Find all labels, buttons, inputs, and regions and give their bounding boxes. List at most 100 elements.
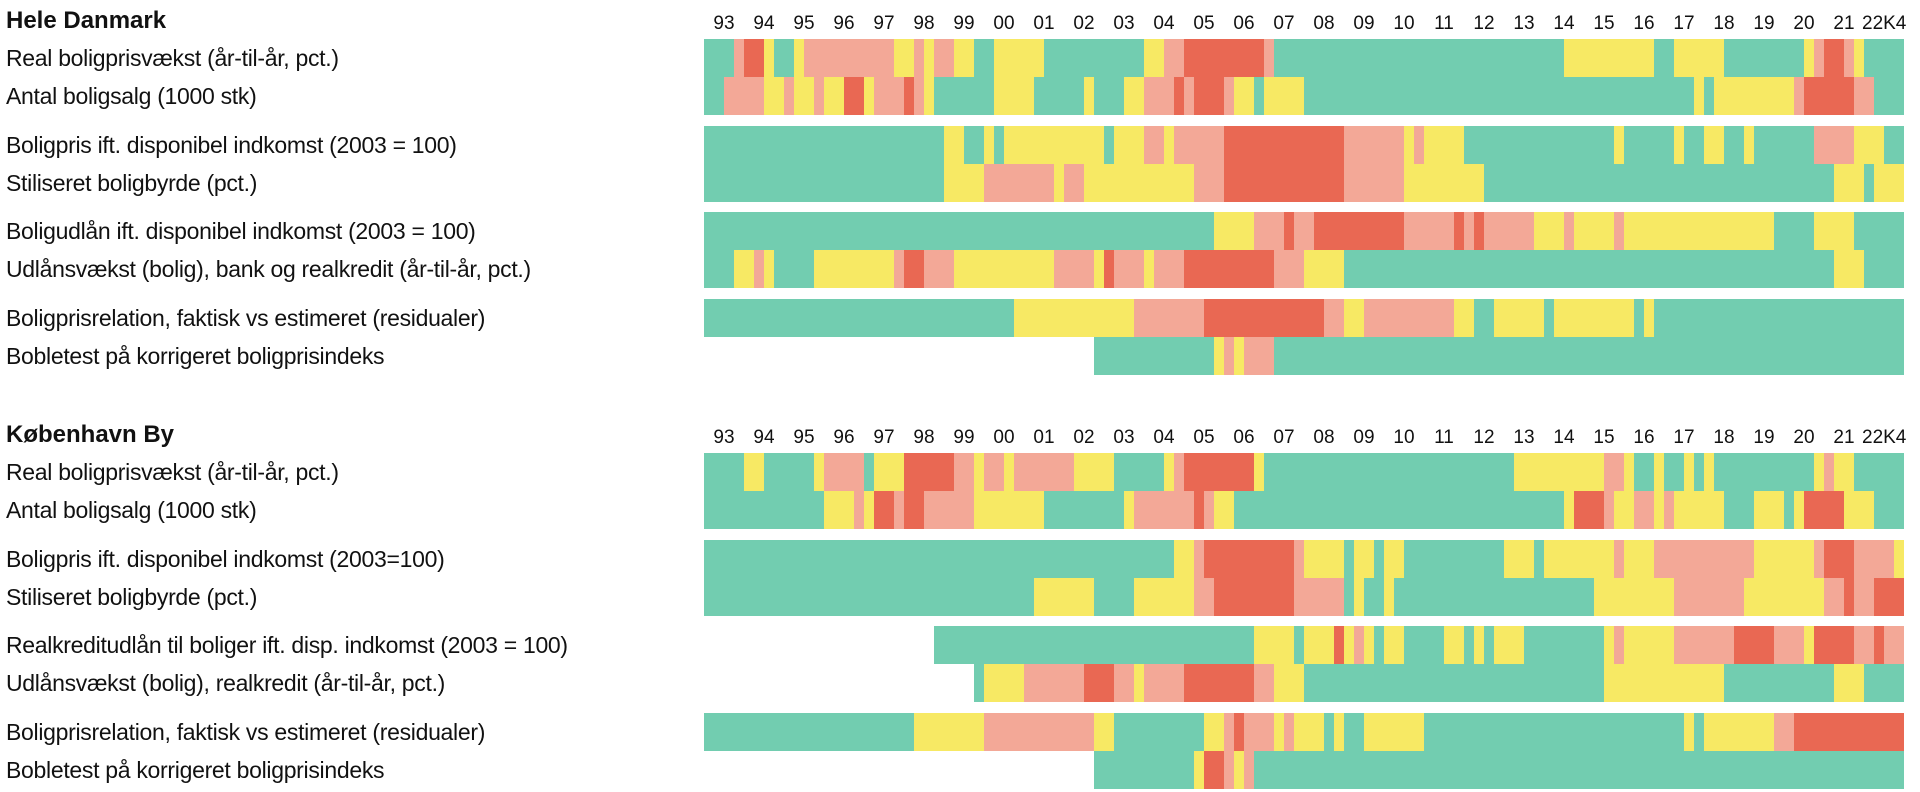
heatmap-cell	[744, 453, 764, 491]
heatmap-cell	[934, 39, 954, 77]
heatmap-cell	[704, 212, 1214, 250]
heatmap-cell	[1854, 39, 1864, 77]
heatmap-cell	[1304, 540, 1344, 578]
heatmap-cell	[1194, 491, 1204, 529]
heatmap-cell	[1624, 212, 1774, 250]
heatmap-cell	[1544, 299, 1554, 337]
heatmap-cell	[1084, 664, 1114, 702]
heatmap-cell	[1404, 212, 1454, 250]
heatmap-cell	[1094, 250, 1104, 288]
heatmap-cell	[774, 250, 814, 288]
heatmap-cell	[1654, 39, 1674, 77]
heatmap-cell	[1204, 713, 1224, 751]
heatmap-cell	[1634, 453, 1654, 491]
x-tick-label: 03	[1113, 427, 1135, 448]
heatmap-cell	[1274, 713, 1284, 751]
heatmap-cell	[1194, 751, 1204, 789]
heatmap-cell	[1724, 664, 1834, 702]
heatmap-cell	[1614, 126, 1624, 164]
heatmap-cell	[1704, 713, 1774, 751]
heatmap-cell	[1154, 250, 1184, 288]
x-tick-label: 12	[1473, 13, 1495, 34]
heatmap-cell	[914, 713, 984, 751]
x-tick-label: 98	[913, 427, 935, 448]
heatmap-cell	[1664, 491, 1674, 529]
x-tick-label: 01	[1033, 427, 1055, 448]
heatmap-cell	[784, 77, 794, 115]
x-tick-label: 12	[1473, 427, 1495, 448]
heatmap-cell	[934, 77, 994, 115]
heatmap-cell	[1774, 626, 1804, 664]
heatmap-cell	[1564, 39, 1654, 77]
heatmap-cell	[984, 126, 994, 164]
heatmap-cell	[1614, 626, 1624, 664]
heatmap-cell	[1794, 77, 1804, 115]
heatmap-cell	[1094, 77, 1124, 115]
heatmap-cell	[1674, 126, 1684, 164]
heatmap-cell	[894, 250, 904, 288]
heatmap-cell	[1114, 126, 1144, 164]
x-tick-label: 99	[953, 13, 975, 34]
heatmap-cell	[1304, 664, 1604, 702]
heatmap-cell	[1474, 626, 1484, 664]
heatmap-cell	[1004, 126, 1104, 164]
heatmap-cell	[1614, 491, 1634, 529]
heatmap-cell	[1134, 491, 1194, 529]
row-label: Bobletest på korrigeret boligprisindeks	[6, 757, 385, 783]
heatmap-cell	[824, 491, 854, 529]
heatmap-cell	[1834, 664, 1864, 702]
x-tick-label: 96	[833, 13, 855, 34]
heatmap-cell	[934, 626, 1254, 664]
heatmap-cell	[1384, 540, 1404, 578]
x-tick-label: 13	[1513, 13, 1535, 34]
heatmap-cell	[734, 250, 754, 288]
heatmap-cell	[864, 491, 874, 529]
heatmap-cell	[1114, 664, 1134, 702]
x-tick-label: 20	[1793, 427, 1815, 448]
heatmap-cell	[1814, 39, 1824, 77]
heatmap-cell	[1834, 250, 1864, 288]
heatmap-cell	[1684, 126, 1704, 164]
heatmap-cell	[1314, 212, 1404, 250]
heatmap-cell	[874, 453, 904, 491]
heatmap-cell	[1094, 751, 1194, 789]
heatmap-cell	[814, 77, 824, 115]
heatmap-cell	[1534, 540, 1544, 578]
heatmap-cell	[1014, 453, 1074, 491]
heatmap-cell	[1214, 578, 1294, 616]
heatmap-cell	[1654, 453, 1664, 491]
heatmap-cell	[1344, 713, 1364, 751]
heatmap-cell	[1114, 250, 1144, 288]
heatmap-cell	[914, 39, 924, 77]
x-tick-label: 10	[1393, 13, 1415, 34]
heatmap-cell	[1844, 578, 1854, 616]
heatmap-cell	[1034, 578, 1094, 616]
heatmap-cell	[1344, 299, 1364, 337]
heatmap-cell	[1184, 77, 1194, 115]
heatmap-cell	[1814, 626, 1854, 664]
heatmap-cell	[704, 713, 914, 751]
heatmap-cell	[964, 126, 984, 164]
heatmap-cell	[924, 77, 934, 115]
heatmap-cell	[974, 453, 984, 491]
x-tick-label: 06	[1233, 13, 1255, 34]
heatmap-cell	[1214, 491, 1234, 529]
heatmap-cell	[1854, 540, 1894, 578]
heatmap-cell	[1144, 39, 1164, 77]
heatmap-cell	[1604, 626, 1614, 664]
heatmap-cell	[1254, 664, 1274, 702]
heatmap-cell	[1574, 212, 1614, 250]
heatmap-cell	[1204, 751, 1224, 789]
heatmap-cell	[1424, 126, 1464, 164]
heatmap-cell	[1204, 299, 1324, 337]
heatmap-cell	[1014, 299, 1134, 337]
heatmap-cell	[1834, 453, 1854, 491]
heatmap-cell	[1234, 751, 1244, 789]
heatmap-cell	[1574, 491, 1604, 529]
x-tick-label: 08	[1313, 13, 1335, 34]
heatmap-cell	[1544, 540, 1614, 578]
heatmap-cell	[1854, 453, 1904, 491]
heatmap-cell	[1054, 250, 1094, 288]
x-tick-label: 00	[993, 427, 1015, 448]
heatmap-cell	[1874, 578, 1904, 616]
